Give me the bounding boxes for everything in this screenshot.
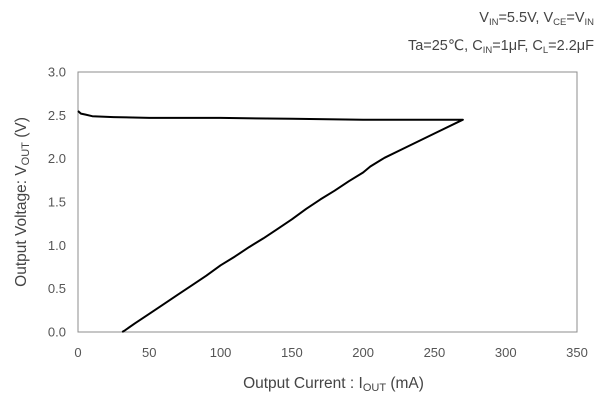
x-tick-label: 50 [142,345,156,360]
y-axis-label-unit: (V) [13,117,30,142]
series-line-0 [77,110,464,333]
cond-cl-sub: L [542,45,549,56]
y-tick-label: 1.5 [48,195,66,210]
y-tick-label: 2.5 [48,108,66,123]
cond-ta: Ta=25℃, C [407,38,483,54]
y-axis-label: Output Voltage: VOUT (V) [13,117,32,287]
condition-line-2: Ta=25℃, CIN=1μF, CL=2.2μF [408,38,594,56]
y-axis-label-sub: OUT [20,142,32,166]
y-tick-label: 2.0 [48,151,66,166]
x-axis-label: Output Current : IOUT (mA) [243,375,424,394]
y-tick-label: 3.0 [48,65,66,80]
cond-vce-sub: CE [553,17,567,28]
condition-line-1: VIN=5.5V, VCE=VIN [479,10,594,28]
cond-vce-value: =V [566,10,585,26]
y-tick-labels: 0.0 0.5 1.0 1.5 2.0 2.5 3.0 [48,65,66,340]
cond-cin-value: =1μF, C [492,38,543,54]
x-tick-label: 250 [424,345,446,360]
cond-vin-sub: IN [488,17,499,28]
cond-vin-label: V [479,10,489,26]
cond-vce-sub2: IN [584,17,595,28]
y-tick-label: 0.5 [48,281,66,296]
y-axis-label-text: Output Voltage: V [13,165,30,287]
x-axis-label-sub: OUT [363,382,387,394]
cond-vin-value: =5.5V, V [498,10,554,26]
plot-frame [77,71,578,333]
x-tick-label: 350 [566,345,588,360]
y-tick-label: 0.0 [48,325,66,340]
x-tick-label: 0 [74,345,81,360]
y-tick-label: 1.0 [48,238,66,253]
x-axis-label-unit: (mA) [386,375,424,392]
x-tick-labels: 0 50 100 150 200 250 300 350 [74,345,587,360]
x-tick-label: 100 [210,345,232,360]
series-group [77,110,464,333]
x-axis-label-text: Output Current : I [243,375,363,392]
cond-cl-value: =2.2μF [548,38,594,54]
plot-area-border [77,71,578,333]
x-tick-label: 300 [495,345,517,360]
cond-cin-sub: IN [482,45,493,56]
x-tick-label: 150 [281,345,303,360]
x-tick-label: 200 [352,345,374,360]
